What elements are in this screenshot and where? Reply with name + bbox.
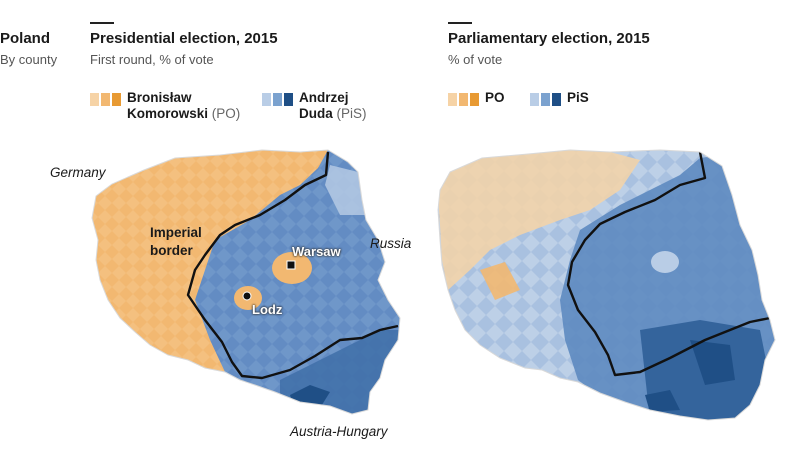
party-pis: (PiS): [336, 106, 367, 121]
legend-po-presidential: Bronisław Komorowski (PO): [90, 90, 240, 122]
po-region: [438, 150, 640, 290]
label-russia: Russia: [370, 236, 412, 251]
swatch-light: [530, 93, 539, 106]
presidential-title: Presidential election, 2015: [90, 30, 278, 47]
swatch-dark: [112, 93, 121, 106]
pis-strongest-region: [690, 340, 735, 385]
candidate-komorowski-first: Bronisław: [127, 90, 192, 105]
candidate-duda-last: Duda: [299, 106, 333, 121]
poland-outline: [437, 149, 776, 421]
legend-po-parliamentary: PO: [448, 90, 505, 106]
pis-strongest-region-south: [645, 390, 680, 412]
blue-swatches: [530, 93, 561, 106]
blue-swatches: [262, 93, 293, 106]
imperial-border-line2: border: [150, 243, 193, 258]
north-east-light: [325, 165, 365, 215]
swatch-dark: [552, 93, 561, 106]
swatch-mid: [101, 93, 110, 106]
parliamentary-map: [438, 150, 775, 420]
parliamentary-title: Parliamentary election, 2015: [448, 30, 650, 47]
party-po: (PO): [211, 106, 241, 121]
lodz-marker: [242, 291, 252, 301]
label-imperial-border: Imperial border: [150, 224, 202, 260]
warsaw-area: [651, 251, 679, 273]
label-warsaw: Warsaw: [292, 244, 341, 259]
po-strong-region: [480, 262, 520, 300]
poland-outline: [91, 149, 401, 415]
title-rule: [90, 22, 114, 24]
swatch-light: [262, 93, 271, 106]
label-austria-hungary: Austria-Hungary: [290, 424, 388, 439]
imperial-border: [186, 151, 399, 380]
title-rule: [448, 22, 472, 24]
imperial-border: [566, 151, 771, 377]
warsaw-marker: [286, 260, 296, 270]
presidential-map: [92, 150, 400, 414]
swatch-light: [448, 93, 457, 106]
candidate-komorowski-last: Komorowski: [127, 106, 209, 121]
legend-pis-label: PiS: [567, 90, 589, 105]
legend-pis-presidential: Andrzej Duda (PiS): [262, 90, 367, 122]
label-lodz: Lodz: [252, 302, 283, 317]
swatch-dark: [284, 93, 293, 106]
parliamentary-subtitle: % of vote: [448, 52, 503, 67]
page-title: Poland: [0, 30, 51, 47]
orange-swatches: [90, 93, 121, 106]
swatch-mid: [459, 93, 468, 106]
orange-swatches: [448, 93, 479, 106]
legend-pis-parliamentary: PiS: [530, 90, 589, 106]
swatch-light: [90, 93, 99, 106]
swatch-mid: [273, 93, 282, 106]
candidate-duda-first: Andrzej: [299, 90, 349, 105]
page-subtitle: By county: [0, 52, 58, 67]
label-germany: Germany: [50, 165, 106, 180]
imperial-border-line1: Imperial: [150, 225, 202, 240]
swatch-mid: [541, 93, 550, 106]
swatch-dark: [470, 93, 479, 106]
legend-po-label: PO: [485, 90, 505, 105]
presidential-subtitle: First round, % of vote: [90, 52, 214, 67]
